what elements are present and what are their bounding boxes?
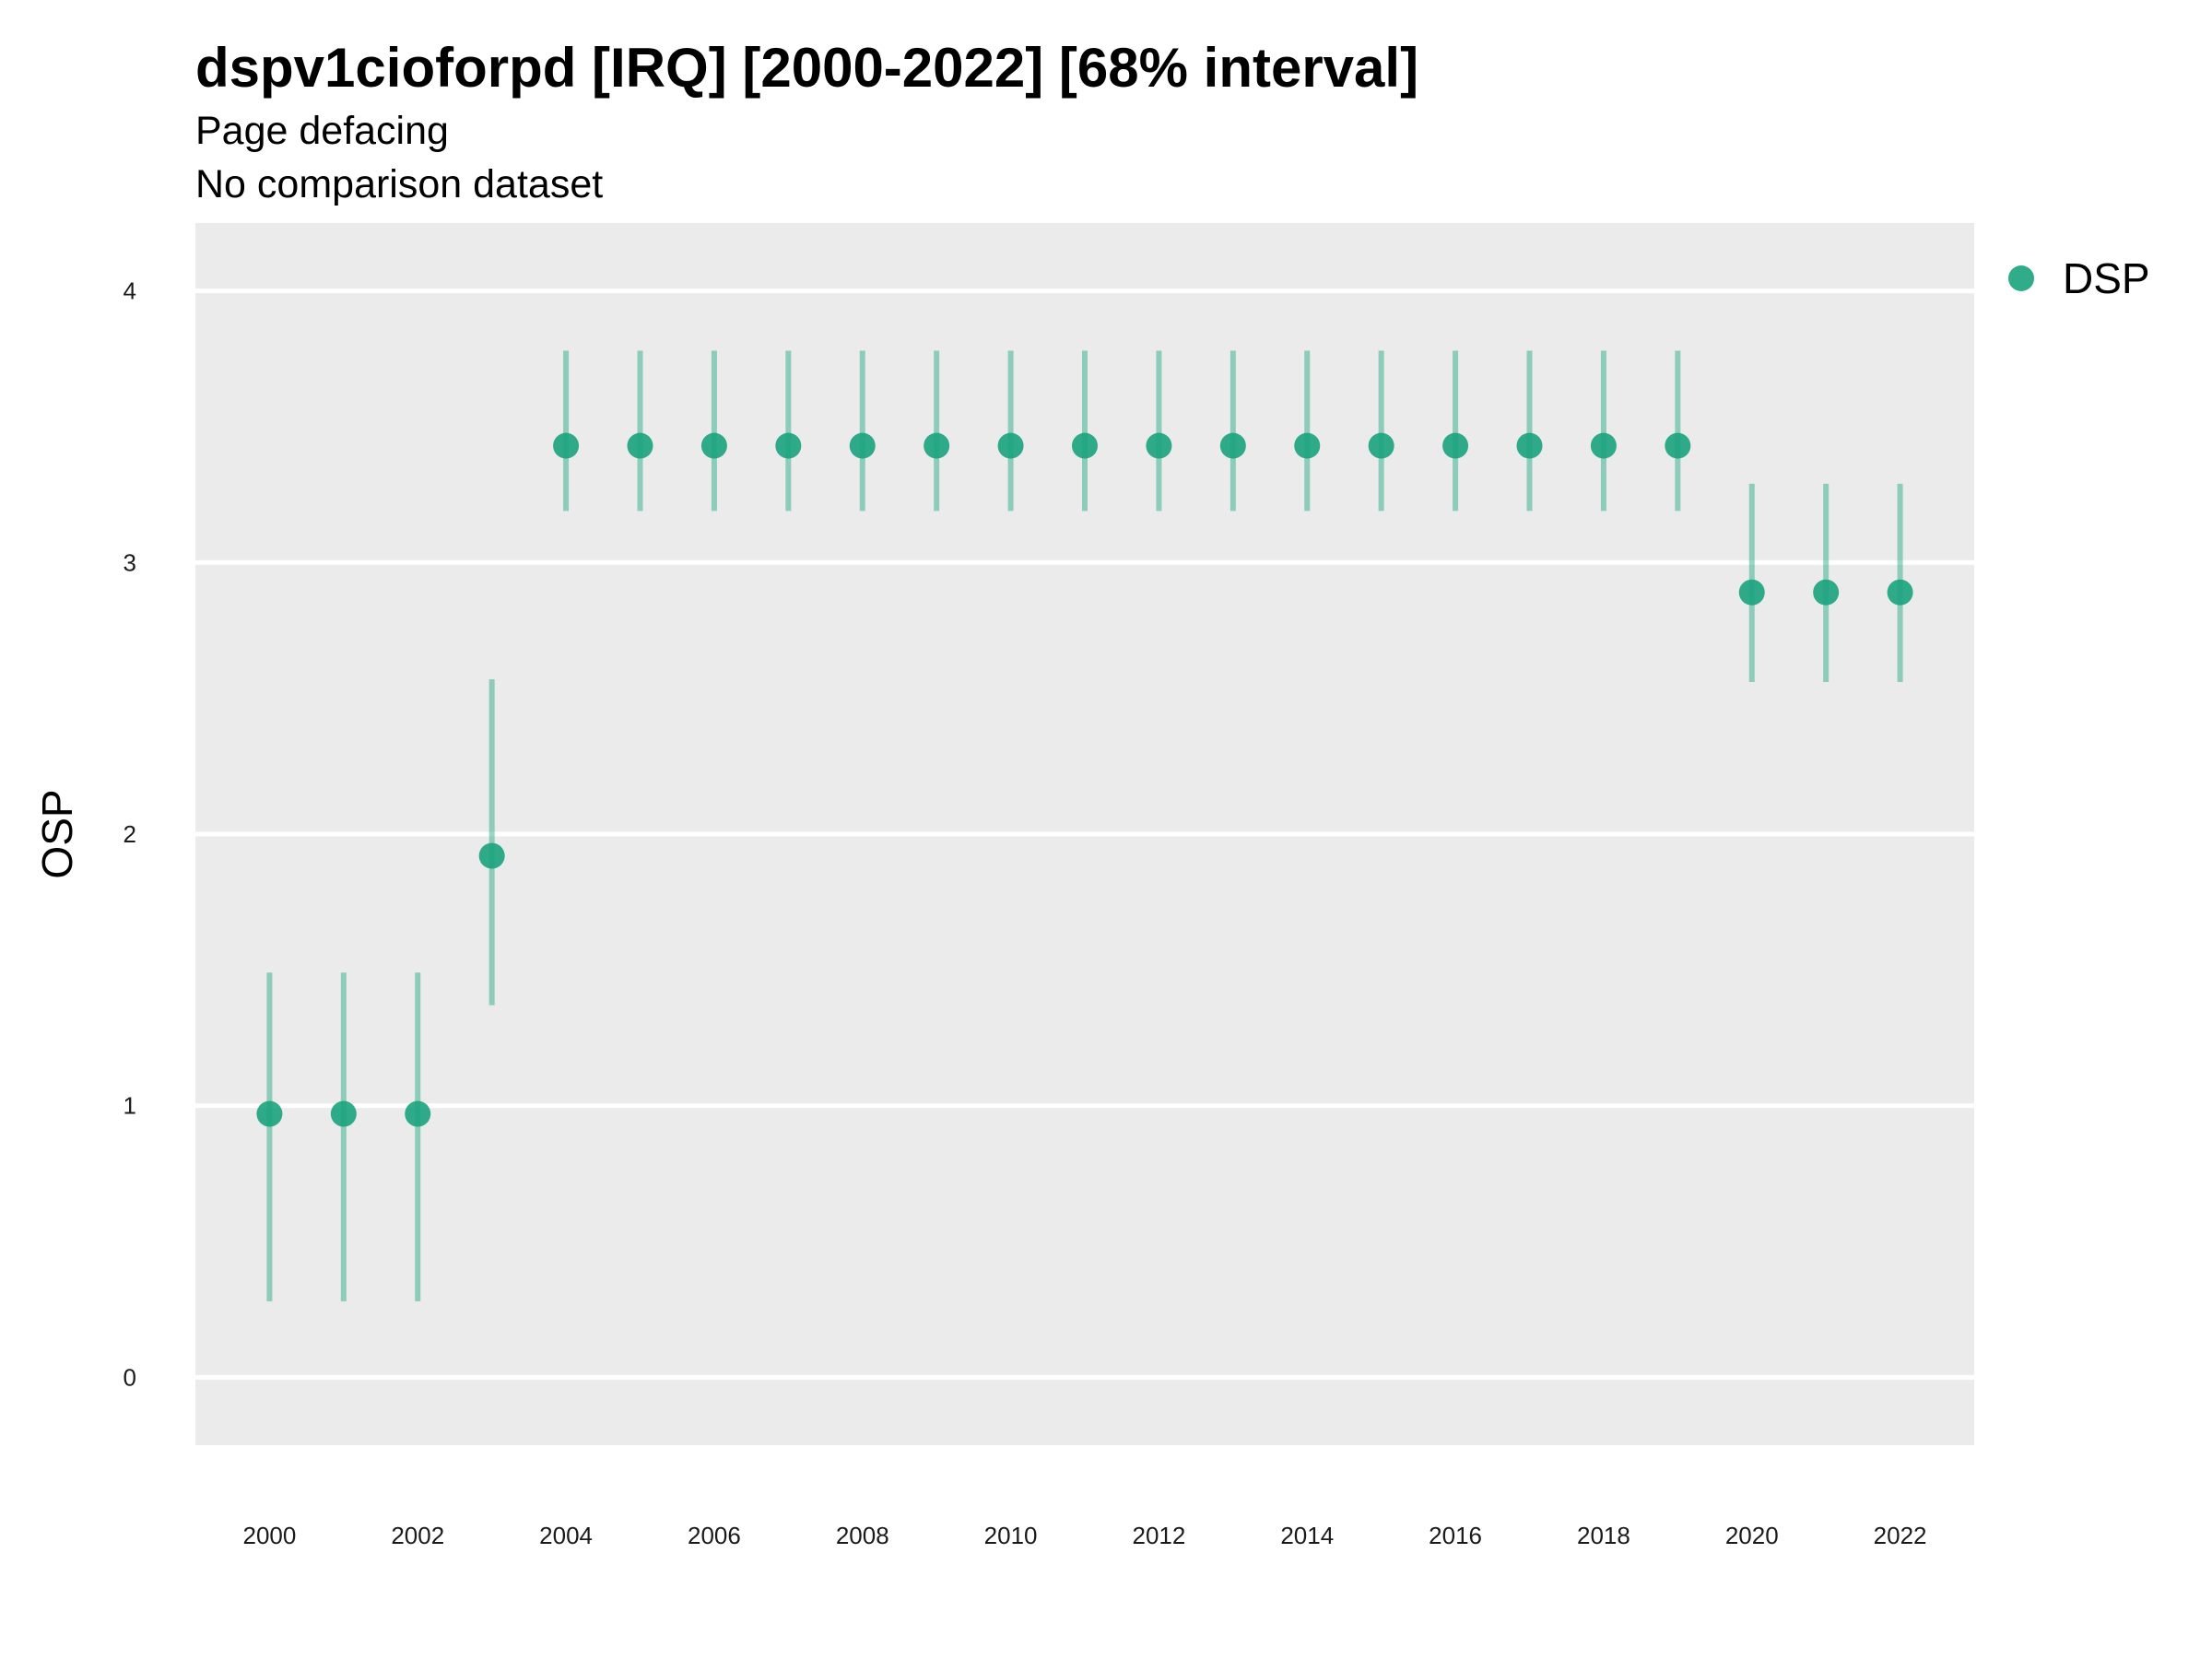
x-tick-label: 2004 [539, 1522, 593, 1549]
x-tick-label: 2018 [1577, 1522, 1630, 1549]
legend: DSP [2008, 254, 2150, 302]
x-tick-label: 2016 [1429, 1522, 1482, 1549]
data-point [1368, 432, 1394, 459]
y-axis-title: OSP [33, 789, 81, 878]
x-tick-label: 2014 [1280, 1522, 1334, 1549]
legend-label-dsp: DSP [2063, 254, 2150, 302]
data-point [256, 1100, 283, 1127]
data-point [627, 432, 653, 459]
x-tick-label: 2020 [1725, 1522, 1779, 1549]
y-tick-labels: 0 1 2 3 4 [124, 277, 136, 1392]
data-point [1738, 579, 1765, 606]
y-tick-label: 2 [124, 820, 136, 848]
y-tick-label: 3 [124, 548, 136, 576]
data-point [997, 432, 1024, 459]
data-point [1813, 579, 1840, 606]
x-tick-label: 2000 [242, 1522, 296, 1549]
data-point [1887, 579, 1913, 606]
gridlines [195, 288, 1974, 1380]
data-point [1146, 432, 1172, 459]
data-point [478, 842, 505, 869]
data-point [849, 432, 876, 459]
data-point [1590, 432, 1617, 459]
data-point [330, 1100, 357, 1127]
chart-caption-line: No comparison dataset [195, 162, 603, 206]
data-point [1442, 432, 1469, 459]
data-point [775, 432, 802, 459]
x-tick-label: 2006 [688, 1522, 741, 1549]
y-tick-label: 0 [124, 1363, 136, 1391]
data-point [1516, 432, 1543, 459]
x-tick-label: 2008 [836, 1522, 889, 1549]
data-point [553, 432, 580, 459]
x-tick-label: 2002 [391, 1522, 444, 1549]
data-point [1219, 432, 1246, 459]
data-points [256, 432, 1913, 1127]
x-tick-labels: 2000 2002 2004 2006 2008 2010 2012 2014 2016 2018… [242, 1522, 1926, 1549]
chart-subtitle: Page defacing [195, 109, 449, 153]
x-tick-label: 2010 [984, 1522, 1038, 1549]
data-point [1072, 432, 1098, 459]
data-point [924, 432, 950, 459]
data-point [1294, 432, 1321, 459]
data-point [1665, 432, 1691, 459]
data-point [405, 1100, 431, 1127]
x-tick-label: 2012 [1132, 1522, 1185, 1549]
chart-title: dspv1cioforpd [IRQ] [2000-2022] [68% int… [195, 37, 1418, 99]
y-tick-label: 1 [124, 1092, 136, 1120]
x-tick-label: 2022 [1874, 1522, 1927, 1549]
data-point [700, 432, 727, 459]
y-tick-label: 4 [124, 277, 136, 305]
legend-key-dsp [2008, 265, 2034, 291]
